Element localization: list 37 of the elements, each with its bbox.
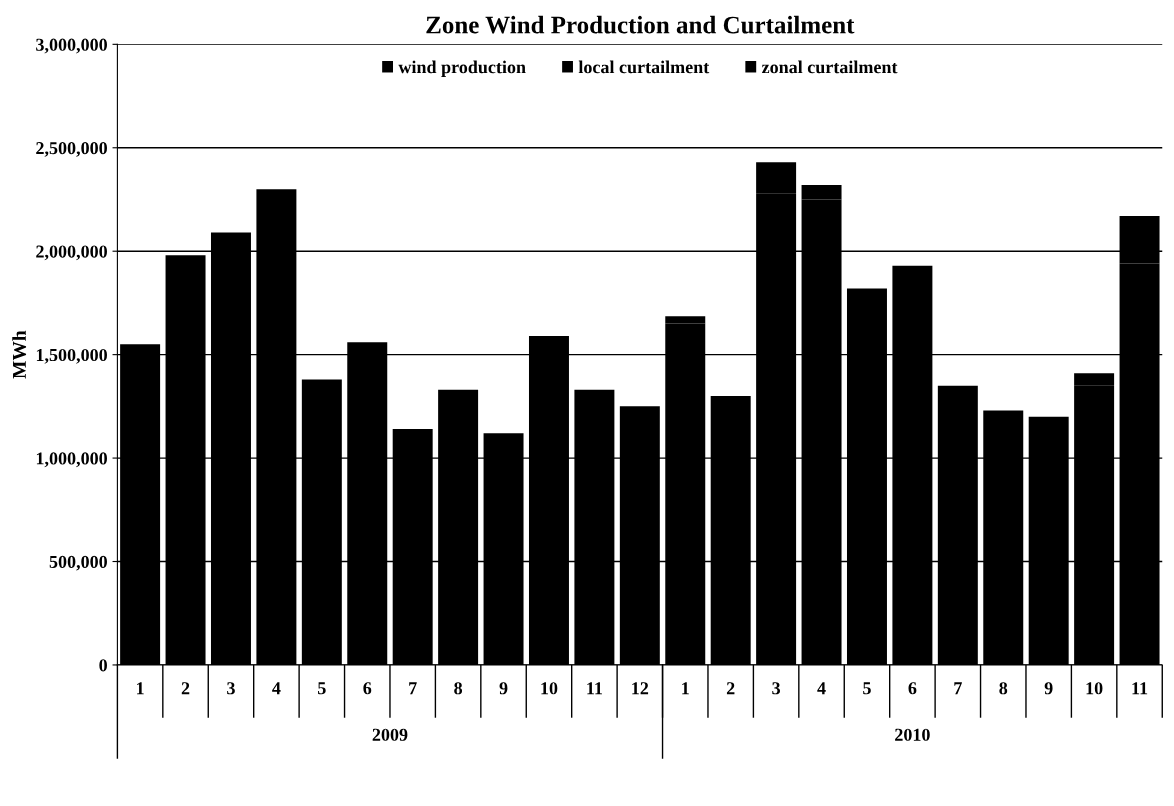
- text: 2010: [895, 728, 930, 741]
- y-tick-label: 1,500,000: [36, 348, 107, 364]
- legend-label: zonal curtailment: [761, 60, 898, 74]
- y-axis-title: MWh: [12, 330, 27, 379]
- x-tick-label: 3: [772, 682, 781, 695]
- legend-label: local curtailment: [578, 60, 710, 74]
- x-tick-label: 9: [499, 682, 508, 695]
- x-tick-label: 9: [1044, 682, 1053, 695]
- x-tick-label: 11: [587, 682, 602, 695]
- x-tick-label: 5: [863, 682, 871, 695]
- y-tick-label: 500,000: [49, 555, 107, 571]
- x-tick-label: 6: [363, 682, 372, 695]
- x-tick-label: 5: [318, 682, 326, 695]
- chart-title: Zone Wind Production and Curtailment: [426, 15, 855, 34]
- x-tick-label: 1: [137, 682, 144, 695]
- y-tick-label: 2,000,000: [36, 245, 107, 261]
- y-tick-label: 0: [99, 659, 107, 672]
- x-tick-label: 8: [454, 682, 463, 695]
- x-tick-label: 6: [908, 682, 917, 695]
- x-tick-label: 10: [541, 682, 558, 695]
- x-tick-label: 7: [954, 682, 962, 695]
- x-tick-label: 10: [1086, 682, 1103, 695]
- x-tick-label: 11: [1132, 682, 1148, 695]
- x-tick-label: 4: [817, 682, 826, 695]
- x-tick-label: 2: [726, 682, 735, 695]
- y-tick-label: 2,500,000: [36, 142, 107, 157]
- y-tick-label: 1,000,000: [36, 452, 107, 468]
- text: 2009: [372, 728, 408, 741]
- x-tick-label: 2: [181, 682, 190, 695]
- x-tick-label: 12: [632, 682, 649, 695]
- x-tick-label: 1: [682, 682, 689, 695]
- x-tick-label: 4: [272, 682, 281, 695]
- legend-label: wind production: [398, 60, 526, 77]
- y-tick-label: 3,000,000: [36, 38, 107, 54]
- x-tick-label: 7: [409, 682, 417, 695]
- x-tick-label: 8: [999, 682, 1008, 695]
- x-tick-label: 3: [227, 682, 235, 695]
